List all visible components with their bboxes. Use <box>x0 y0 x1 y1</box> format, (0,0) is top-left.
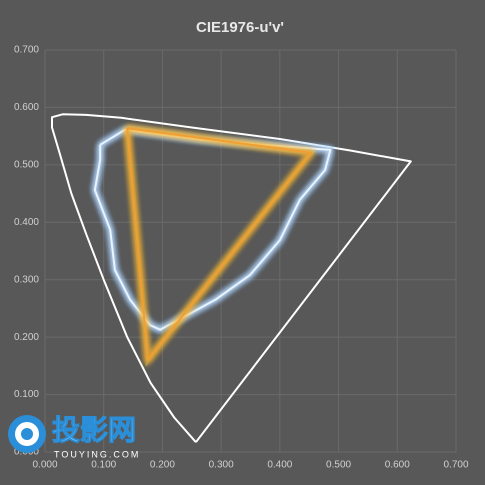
x-tick-label: 0.300 <box>209 460 234 471</box>
x-tick-label: 0.500 <box>326 460 351 471</box>
series-line <box>93 128 332 331</box>
watermark: 投影网 TOUYING.COM <box>8 414 140 459</box>
y-tick-label: 0.500 <box>14 159 39 170</box>
x-tick-label: 0.200 <box>150 460 175 471</box>
x-tick-label: 0.600 <box>385 460 410 471</box>
y-tick-label: 0.700 <box>14 45 39 56</box>
x-tick-label: 0.000 <box>32 460 57 471</box>
grid: 0.000 0.100 0.200 0.300 0.400 0.500 0.600 0.700… <box>14 45 469 471</box>
y-tick-label: 0.300 <box>14 274 39 285</box>
y-tick-label: 0.100 <box>14 389 39 400</box>
chart-title: CIE1976-u'v' <box>196 19 284 36</box>
watermark-title: 投影网 <box>52 414 136 445</box>
y-tick-label: 0.600 <box>14 102 39 113</box>
series-line <box>126 127 312 362</box>
series-line <box>51 113 412 443</box>
x-tick-label: 0.400 <box>267 460 292 471</box>
watermark-subtitle: TOUYING.COM <box>54 449 140 459</box>
plot <box>51 113 412 443</box>
y-tick-label: 0.200 <box>14 332 39 343</box>
y-tick-label: 0.400 <box>14 217 39 228</box>
logo-dot <box>21 428 33 440</box>
x-tick-label: 0.100 <box>91 460 116 471</box>
x-tick-label: 0.700 <box>443 460 468 471</box>
